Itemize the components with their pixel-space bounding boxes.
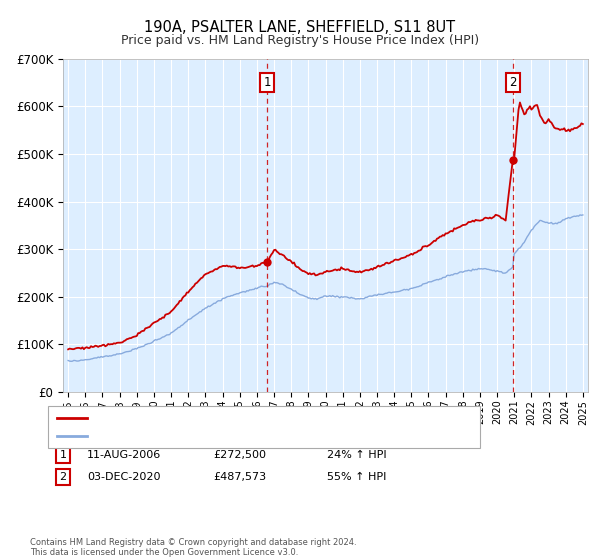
Text: 1: 1 [59,450,67,460]
Text: 24% ↑ HPI: 24% ↑ HPI [327,450,386,460]
Text: 190A, PSALTER LANE, SHEFFIELD, S11 8UT (detached house): 190A, PSALTER LANE, SHEFFIELD, S11 8UT (… [93,413,409,423]
Text: 190A, PSALTER LANE, SHEFFIELD, S11 8UT: 190A, PSALTER LANE, SHEFFIELD, S11 8UT [145,20,455,35]
Text: HPI: Average price, detached house, Sheffield: HPI: Average price, detached house, Shef… [93,431,332,441]
Text: 03-DEC-2020: 03-DEC-2020 [87,472,161,482]
Text: 1: 1 [263,76,271,89]
Text: 2: 2 [509,76,517,89]
Text: 55% ↑ HPI: 55% ↑ HPI [327,472,386,482]
Text: 2: 2 [59,472,67,482]
Text: £272,500: £272,500 [213,450,266,460]
Text: Price paid vs. HM Land Registry's House Price Index (HPI): Price paid vs. HM Land Registry's House … [121,34,479,46]
Text: Contains HM Land Registry data © Crown copyright and database right 2024.
This d: Contains HM Land Registry data © Crown c… [30,538,356,557]
Text: £487,573: £487,573 [213,472,266,482]
Text: 11-AUG-2006: 11-AUG-2006 [87,450,161,460]
